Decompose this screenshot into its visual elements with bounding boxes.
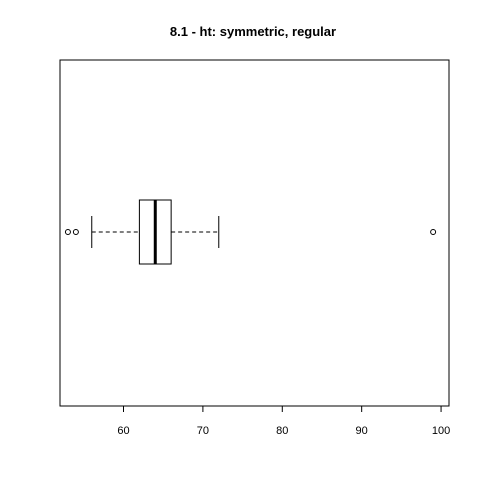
x-tick-label: 70 (197, 425, 209, 437)
plot-area (64, 199, 437, 265)
plot-frame (59, 59, 450, 407)
outlier-point (430, 229, 437, 235)
x-tick-label: 100 (432, 425, 450, 437)
x-axis: 60 70 80 90 100 (117, 405, 450, 437)
x-tick-label: 60 (117, 425, 129, 437)
chart-title: 8.1 - ht: symmetric, regular (170, 24, 336, 39)
x-tick-label: 90 (356, 425, 368, 437)
x-tick-label: 80 (276, 425, 288, 437)
outlier-point (64, 229, 71, 235)
outlier-point (72, 229, 79, 235)
